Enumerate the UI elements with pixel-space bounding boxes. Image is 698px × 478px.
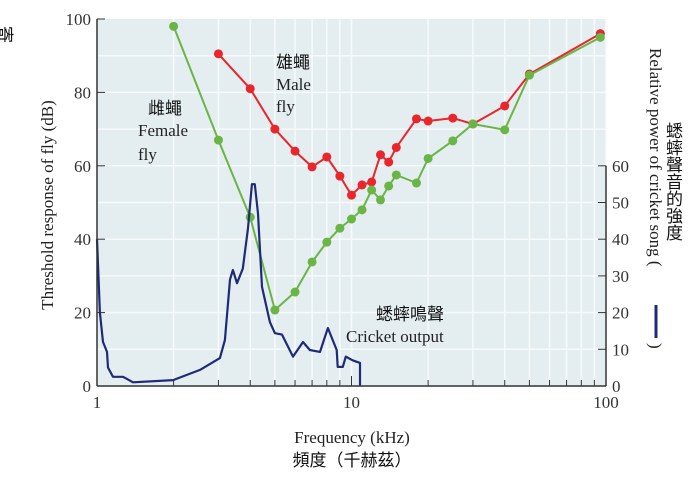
cricket-output-line: [95, 183, 362, 386]
female-fly-point: [270, 305, 280, 315]
y-right-axis-title-zh: 蟋蟀聲音的強度: [662, 122, 683, 241]
male-fly-point: [245, 84, 255, 94]
male-fly-point: [423, 116, 433, 126]
female-fly-point: [500, 125, 510, 135]
y-right-tick-label: 60: [612, 157, 629, 176]
y-left-axis-title: Threshold response of fly (dB): [38, 100, 57, 310]
female-fly-point: [391, 170, 401, 180]
female-fly-point: [448, 136, 458, 146]
female-fly-point: [307, 257, 317, 267]
female-fly-point: [335, 223, 345, 233]
annotation-female-fly: fly: [138, 145, 157, 164]
y-left-tick-label: 60: [74, 157, 91, 176]
female-fly-point: [169, 21, 179, 31]
female-fly-point: [367, 185, 377, 195]
female-fly-point: [375, 195, 385, 205]
x-tick-label: 1: [93, 393, 102, 412]
annotation-cricket-en: Cricket output: [346, 327, 444, 346]
male-fly-point: [213, 49, 223, 59]
annotation-female-en: Female: [138, 121, 188, 140]
female-fly-point: [213, 135, 223, 145]
male-fly-point: [448, 113, 458, 123]
annotation-cricket-zh: 蟋蟀鳴聲: [376, 305, 444, 325]
x-tick-label: 100: [593, 393, 619, 412]
y-right-tick-label: 0: [612, 377, 621, 396]
male-fly-point: [307, 162, 317, 172]
y-left-tick-label: 20: [74, 304, 91, 323]
male-fly-point: [411, 114, 421, 124]
female-fly-point: [322, 237, 332, 247]
y-left-tick-label: 100: [66, 10, 92, 29]
annotation-male-en: Male: [276, 75, 311, 94]
y-right-axis-title: Relative power of cricket song (: [646, 48, 665, 267]
annotation-female-zh: 雌蠅: [148, 99, 182, 119]
female-fly-point: [384, 181, 394, 191]
female-fly-point: [423, 153, 433, 163]
male-fly-point: [335, 171, 345, 181]
male-fly-point: [384, 157, 394, 167]
female-fly-point: [411, 178, 421, 188]
male-fly-point: [347, 190, 356, 200]
male-fly-point: [500, 101, 510, 111]
x-axis-title: Frequency (kHz): [294, 428, 410, 447]
female-fly-point: [347, 214, 356, 224]
y-right-tick-label: 50: [612, 194, 629, 213]
y-left-tick-label: 0: [83, 377, 92, 396]
male-fly-point: [367, 177, 377, 187]
y-right-tick-label: 10: [612, 340, 629, 359]
male-fly-point: [391, 142, 401, 152]
y-left-tick-label: 40: [74, 230, 91, 249]
male-fly-point: [270, 124, 280, 134]
y-right-tick-label: 20: [612, 304, 629, 323]
y-left-axis-title-zh: 寄生蠅對聲音強度反應的閾值（分貝）: [0, 22, 14, 43]
y-left-tick-label: 80: [74, 83, 91, 102]
female-fly-point: [357, 205, 367, 215]
female-fly-point: [595, 32, 605, 42]
annotation-male-zh: 雄蠅: [276, 53, 310, 73]
male-fly-point: [322, 152, 332, 162]
x-axis-title-zh: 頻度（千赫茲）: [293, 451, 412, 471]
y-right-axis-title-close: ): [646, 343, 665, 349]
series-layer: [95, 21, 605, 386]
y-right-tick-label: 30: [612, 267, 629, 286]
male-fly-point: [375, 150, 385, 160]
male-fly-point: [357, 180, 367, 190]
y-right-tick-label: 40: [612, 230, 629, 249]
annotation-male-fly: fly: [276, 97, 295, 116]
male-fly-point: [290, 146, 300, 156]
female-fly-point: [290, 287, 300, 297]
x-tick-label: 10: [343, 393, 360, 412]
female-fly-point: [468, 119, 478, 129]
female-fly-point: [524, 70, 534, 80]
